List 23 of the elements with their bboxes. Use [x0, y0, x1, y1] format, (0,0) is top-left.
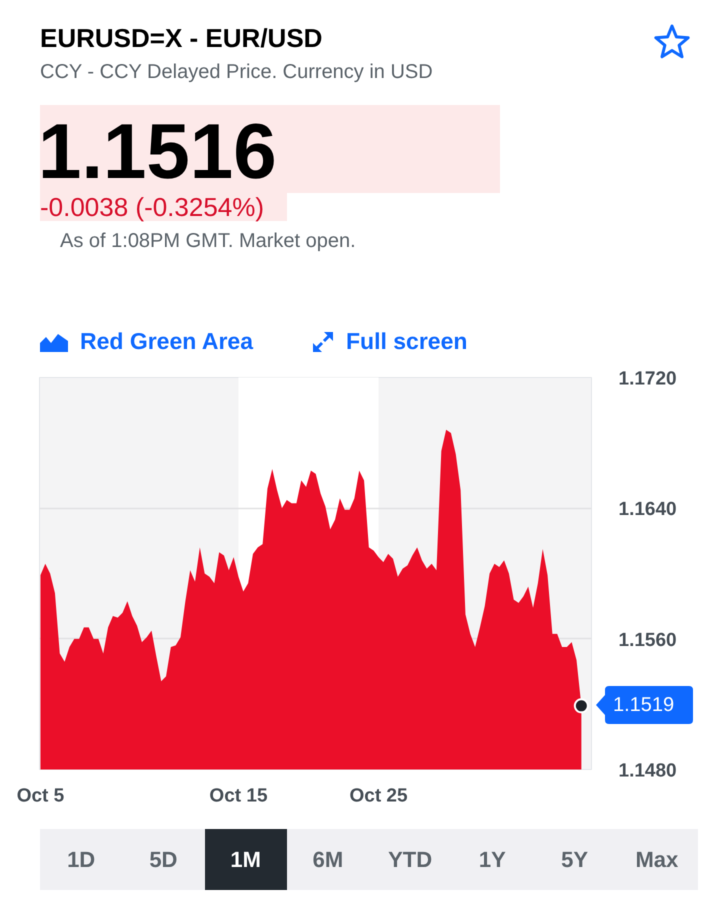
market-status: As of 1:08PM GMT. Market open.: [60, 231, 356, 251]
subtitle: CCY - CCY Delayed Price. Currency in USD: [40, 62, 433, 82]
range-button-label: 1Y: [478, 848, 506, 870]
full-screen-control-label: Full screen: [346, 330, 468, 353]
price-change: -0.0038 (-0.3254%): [40, 194, 264, 220]
price: 1.1516: [38, 112, 277, 190]
x-tick-label: Oct 25: [349, 786, 408, 806]
y-tick-label: 1.1640: [618, 499, 677, 520]
title: EURUSD=X - EUR/USD: [40, 25, 322, 51]
range-button-label: 6M: [312, 848, 344, 870]
chart-type-control-label: Red Green Area: [80, 330, 253, 353]
range-button-label: 1D: [67, 848, 96, 870]
range-button-label: 5Y: [561, 848, 588, 870]
range-button-label: Max: [635, 848, 678, 870]
y-tick-label: 1.1720: [618, 368, 677, 390]
y-tick-label: 1.1560: [618, 630, 677, 651]
last-price-label: 1.1519: [613, 695, 674, 716]
range-button-label: YTD: [388, 848, 432, 870]
range-button-label: 1M: [230, 848, 261, 870]
range-button-label: 5D: [149, 848, 178, 870]
x-tick-label: Oct 5: [16, 786, 65, 806]
x-tick-label: Oct 15: [209, 786, 268, 806]
y-tick-label: 1.1480: [618, 760, 677, 782]
